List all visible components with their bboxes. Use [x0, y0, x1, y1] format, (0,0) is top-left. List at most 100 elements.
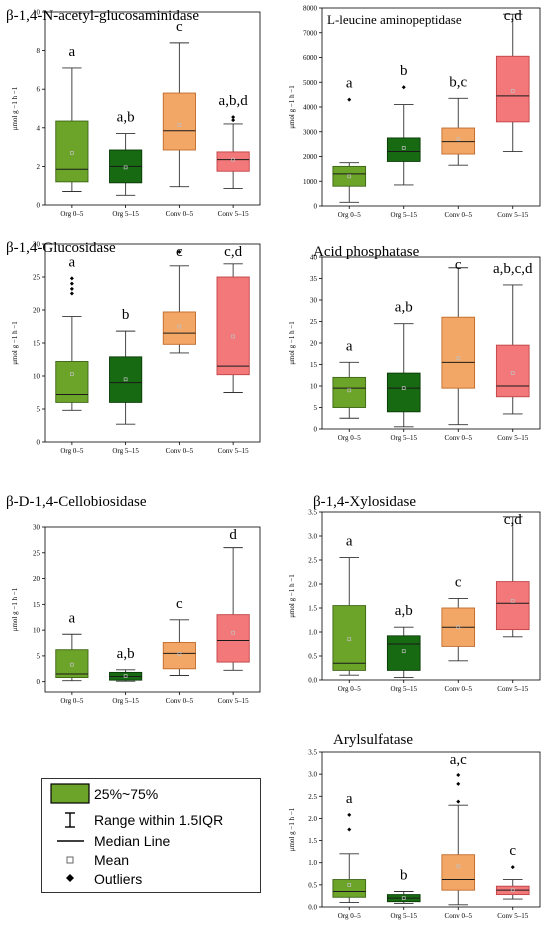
significance-letter: a [69, 610, 76, 626]
significance-letter: b,c [449, 74, 467, 90]
mean-marker [347, 883, 352, 887]
x-tick-label: Org 5–15 [390, 912, 417, 920]
y-tick-label: 6 [37, 86, 41, 94]
y-tick-label: 5 [37, 652, 41, 660]
iqr-box [441, 316, 476, 389]
significance-letter: b [400, 63, 408, 79]
outlier-point [347, 827, 352, 832]
mean-marker [510, 371, 515, 375]
box-3 [441, 773, 476, 906]
mean-marker [70, 151, 74, 155]
significance-letter: c,d [224, 244, 242, 260]
outlier-point [69, 286, 74, 291]
y-tick-label: 4000 [303, 104, 318, 112]
legend-label-mean: Mean [94, 852, 129, 868]
box-1 [55, 633, 89, 682]
iqr-box [386, 137, 421, 162]
plot-frame [321, 511, 541, 681]
chart-panel-nag: β-1,4-N-acetyl-glucosaminidase 0 2 4 6 8 10 μmo… [0, 0, 275, 230]
y-tick-label: 10 [33, 9, 41, 17]
legend-svg: 25%~75% Range within 1.5IQR Median Line … [50, 783, 223, 887]
iqr-box [216, 614, 250, 663]
mean-marker [401, 896, 406, 900]
iqr-box [55, 361, 89, 403]
chart-svg-ap: Acid phosphatase 0 5 10 15 20 25 30 35 40 μmol g −… [288, 244, 541, 442]
iqr-box [495, 344, 530, 398]
outlier-point [347, 812, 352, 817]
mean-marker [456, 137, 461, 142]
mean-marker [177, 651, 182, 656]
mean-marker [401, 386, 406, 390]
legend-label-outliers: Outliers [94, 871, 142, 887]
chart-panel-ap: Acid phosphatase 0 5 10 15 20 25 30 35 40 μmol g −… [275, 232, 550, 467]
mean-marker [123, 165, 128, 170]
iqr-box [495, 55, 530, 123]
chart-panel-cbh: β-D-1,4-Cellobiosidase 0 5 10 15 20 25 30 μmol g… [0, 482, 275, 742]
box-1 [55, 276, 89, 411]
chart-legend: 25%~75% Range within 1.5IQR Median Line … [41, 778, 261, 893]
x-tick-label: Org 0–5 [338, 434, 362, 442]
significance-letter: a,b [395, 603, 413, 619]
iqr-box [162, 92, 196, 151]
significance-letter: a [69, 254, 76, 270]
mean-marker [123, 377, 128, 382]
y-tick-label: 15 [33, 340, 41, 348]
y-tick-label: 1000 [303, 178, 318, 186]
y-tick-label: 0.5 [308, 881, 317, 889]
box-4 [216, 547, 250, 671]
x-tick-label: Conv 0–5 [445, 912, 473, 920]
chart-panel-lap: L-leucine aminopeptidase 0 1000 2000 3000 400… [275, 0, 550, 230]
x-tick-label: Conv 5–15 [218, 447, 249, 455]
y-axis-label: μmol g −1 h −1 [11, 587, 19, 631]
y-axis-label: μmol g −1 h −1 [288, 85, 296, 129]
mean-marker [456, 864, 461, 869]
outlier-point [510, 865, 515, 870]
x-tick-label: Org 5–15 [390, 211, 417, 219]
iqr-box [495, 581, 530, 631]
significance-letter: c [455, 257, 462, 273]
box-3 [441, 97, 476, 166]
mean-marker [456, 625, 461, 630]
mean-marker [123, 674, 128, 678]
y-tick-label: 8 [37, 47, 41, 55]
mean-marker [231, 157, 235, 162]
y-tick-label: 20 [33, 575, 41, 583]
mean-marker [70, 372, 74, 376]
y-tick-label: 3.0 [308, 771, 317, 779]
chart-svg-bg: β-1,4-Glucosidase 0 5 10 15 20 25 30 μmol g −1 h… [6, 240, 261, 455]
mean-marker [347, 637, 352, 642]
chart-title: Arylsulfatase [333, 732, 413, 748]
mean-marker [510, 89, 515, 93]
y-tick-label: 0 [314, 426, 318, 434]
box-4 [495, 13, 530, 153]
significance-letter: c [455, 574, 462, 590]
chart-title: β-1,4-Glucosidase [6, 240, 116, 256]
chart-title: L-leucine aminopeptidase [327, 12, 462, 27]
box-3 [441, 597, 476, 662]
box-2 [386, 891, 421, 904]
significance-letter: a [346, 76, 353, 92]
significance-letter: b [122, 307, 130, 323]
y-tick-label: 35 [310, 275, 318, 283]
y-tick-label: 30 [310, 297, 318, 305]
box-1 [55, 67, 89, 192]
iqr-box [386, 635, 421, 671]
iqr-box [441, 127, 476, 155]
box-2 [109, 669, 143, 682]
y-tick-label: 3.0 [308, 533, 317, 541]
mean-marker [401, 649, 406, 654]
y-axis-label: μmol g −1 h −1 [288, 321, 296, 365]
y-axis-label: μmol g −1 h −1 [288, 574, 296, 618]
box-2 [386, 85, 421, 186]
chart-title: β-D-1,4-Cellobiosidase [6, 494, 147, 510]
chart-panel-ars: Arylsulfatase 0.0 0.5 1.0 1.5 2.0 2.5 3.0 3.5 μmo… [275, 722, 550, 938]
x-tick-label: Conv 5–15 [497, 434, 528, 442]
iqr-box [109, 356, 143, 403]
iqr-box [332, 165, 367, 187]
y-tick-label: 30 [33, 524, 41, 532]
x-tick-label: Org 5–15 [112, 447, 139, 455]
y-tick-label: 0 [37, 202, 41, 210]
box-3 [162, 619, 196, 676]
outlier-point [456, 799, 461, 804]
mean-marker [231, 630, 235, 635]
